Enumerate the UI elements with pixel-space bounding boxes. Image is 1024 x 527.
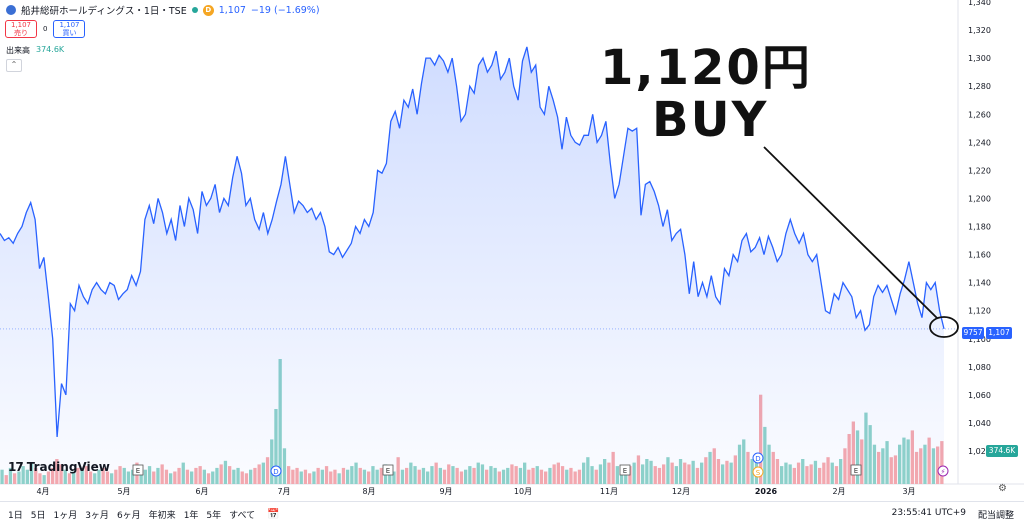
- volume-value: 374.6K: [36, 45, 65, 54]
- x-tick-label: 12月: [672, 487, 690, 496]
- y-tick-label: 1,220: [968, 166, 991, 175]
- svg-text:⚡: ⚡: [941, 468, 946, 476]
- dividend-marker: D: [752, 452, 764, 464]
- svg-text:D: D: [755, 455, 760, 463]
- svg-text:S: S: [756, 469, 761, 477]
- d-badge-icon[interactable]: D: [202, 4, 214, 16]
- tradingview-logo-text: TradingView: [26, 460, 110, 474]
- price-tag-left: 9757: [962, 327, 984, 339]
- market-status-icon: [191, 7, 198, 13]
- chart-header: 船井総研ホールディングス・1日・TSE D 1,107 −19 (−1.69%)…: [0, 0, 960, 80]
- range-1y[interactable]: 1年: [183, 511, 199, 521]
- x-tick-label: 2月: [832, 487, 845, 496]
- earnings-marker: E: [382, 464, 394, 476]
- svg-text:E: E: [623, 467, 627, 475]
- spread-value: 0: [43, 25, 48, 33]
- split-marker: S: [752, 466, 764, 478]
- tradingview-logo-icon: 17: [8, 460, 24, 474]
- range-3m[interactable]: 3ヶ月: [85, 511, 109, 521]
- y-tick-label: 1,340: [968, 0, 991, 7]
- y-tick-label: 1,040: [968, 419, 991, 428]
- x-tick-label: 8月: [362, 487, 375, 496]
- buy-button[interactable]: 1,107 買い: [53, 20, 86, 38]
- x-axis-ticks: 4月 5月 6月 7月 8月 9月 10月 11月 12月 2026 2月 3月: [36, 487, 915, 496]
- y-tick-label: 1,300: [968, 54, 991, 63]
- buy-price: 1,107: [59, 21, 80, 29]
- x-tick-label: 6月: [195, 487, 208, 496]
- y-tick-label: 1,140: [968, 279, 991, 288]
- svg-text:D: D: [273, 468, 278, 476]
- x-tick-label: 10月: [514, 487, 532, 496]
- chevron-up-icon[interactable]: ⌃: [6, 59, 22, 72]
- tradingview-logo[interactable]: 17 TradingView: [8, 460, 110, 474]
- earnings-marker: E: [619, 464, 631, 476]
- x-tick-label: 2026: [755, 487, 778, 496]
- calendar-icon[interactable]: 📅: [267, 509, 280, 520]
- sell-button[interactable]: 1,107 売り: [5, 20, 37, 38]
- y-tick-label: 1,180: [968, 223, 991, 232]
- y-tick-label: 1,160: [968, 251, 991, 260]
- annotation-price-text: 1,120円: [600, 40, 812, 96]
- annotation-arrow-line: [763, 146, 938, 319]
- x-tick-label: 5月: [117, 487, 130, 496]
- trade-buttons: 1,107 売り 0 1,107 買い: [5, 20, 86, 38]
- lightning-marker: ⚡: [937, 465, 949, 477]
- dividend-marker: D: [270, 465, 282, 477]
- settings-gear-icon[interactable]: ⚙: [998, 483, 1007, 494]
- y-tick-label: 1,120: [968, 307, 991, 316]
- price-change: −19 (−1.69%): [250, 4, 320, 16]
- price-line: [0, 46, 945, 438]
- y-tick-label: 1,260: [968, 110, 991, 119]
- svg-text:E: E: [136, 467, 140, 475]
- range-all[interactable]: すべて: [229, 511, 256, 521]
- x-tick-label: 4月: [36, 487, 49, 496]
- clock-display[interactable]: 23:55:41 UTC+9: [891, 508, 966, 518]
- buy-label: 買い: [62, 29, 77, 37]
- range-5d[interactable]: 5日: [30, 511, 46, 521]
- y-tick-label: 1,100: [968, 335, 991, 344]
- x-tick-label: 3月: [902, 487, 915, 496]
- svg-text:E: E: [854, 467, 858, 475]
- x-tick-label: 9月: [439, 487, 452, 496]
- price-tag-right: 1,107: [986, 327, 1012, 339]
- svg-text:E: E: [386, 467, 390, 475]
- range-1m[interactable]: 1ヶ月: [53, 511, 78, 521]
- y-tick-label: 1,320: [968, 26, 991, 35]
- range-6m[interactable]: 6ヶ月: [116, 511, 141, 521]
- volume-legend[interactable]: 出来高 374.6K: [6, 45, 64, 56]
- price-chart[interactable]: 1,340 1,320 1,300 1,280 1,260 1,240 1,220 1,200…: [0, 0, 1024, 500]
- symbol-title[interactable]: 船井総研ホールディングス・1日・TSE: [21, 6, 187, 17]
- earnings-marker: E: [132, 464, 144, 476]
- y-axis-ticks: 1,340 1,320 1,300 1,280 1,260 1,240 1,220 1,200…: [968, 0, 991, 456]
- y-tick-label: 1,060: [968, 391, 991, 400]
- y-tick-label: 1,080: [968, 363, 991, 372]
- range-1d[interactable]: 1日: [8, 511, 23, 521]
- volume-label: 出来高: [6, 46, 30, 55]
- annotation-buy-text: BUY: [652, 92, 769, 148]
- price-area: [0, 46, 944, 485]
- symbol-row: 船井総研ホールディングス・1日・TSE D 1,107 −19 (−1.69%): [6, 3, 320, 17]
- bottom-toolbar: 1日 5日 1ヶ月 3ヶ月 6ヶ月 年初来 1年 5年 すべて 📅 23:55:…: [0, 501, 1024, 527]
- y-tick-label: 1,280: [968, 82, 991, 91]
- range-ytd[interactable]: 年初来: [148, 511, 176, 521]
- sell-price: 1,107: [10, 21, 32, 29]
- sell-label: 売り: [14, 29, 28, 37]
- y-tick-label: 1,240: [968, 138, 991, 147]
- event-markers: E D E E D S E ⚡: [132, 452, 949, 478]
- volume-tag: 374.6K: [986, 445, 1018, 457]
- company-logo-icon: [6, 5, 16, 15]
- x-tick-label: 7月: [277, 487, 290, 496]
- annotation-circle: [929, 316, 959, 338]
- x-tick-label: 11月: [600, 487, 618, 496]
- y-tick-label: 1,020: [968, 447, 991, 456]
- last-price: 1,107: [218, 4, 246, 16]
- y-tick-label: 1,200: [968, 194, 991, 203]
- range-5y[interactable]: 5年: [206, 511, 222, 521]
- dividend-adjust-toggle[interactable]: 配当調整: [977, 511, 1014, 521]
- earnings-marker: E: [850, 464, 862, 476]
